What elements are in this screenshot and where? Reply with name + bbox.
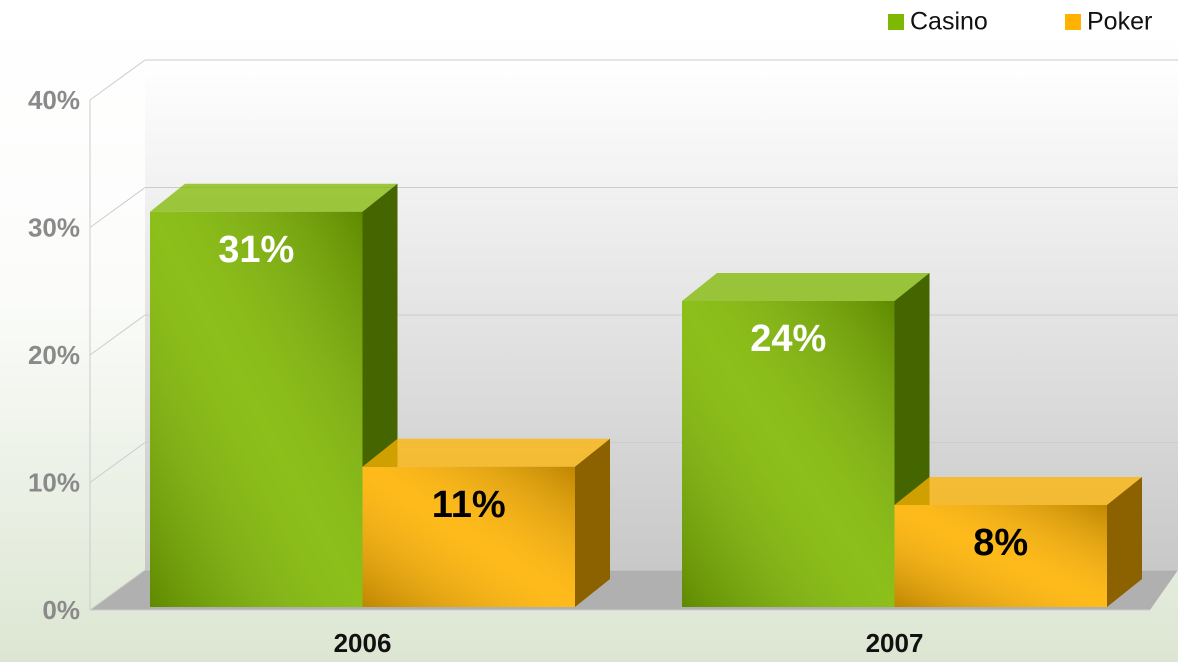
bar-top xyxy=(150,183,398,212)
bar-side xyxy=(1107,477,1142,607)
y-tick-label: 20% xyxy=(28,340,80,370)
legend-swatch xyxy=(888,14,904,30)
x-tick-label: 2007 xyxy=(866,628,924,658)
legend-label: Casino xyxy=(910,8,988,36)
bar-shade xyxy=(894,505,1107,607)
y-tick-label: 0% xyxy=(42,595,80,625)
bar-shade xyxy=(362,466,575,607)
grid-line xyxy=(89,59,146,101)
data-label: 11% xyxy=(432,484,506,526)
y-tick-label: 30% xyxy=(28,212,80,242)
data-label: 31% xyxy=(218,229,294,271)
legend-swatch xyxy=(1065,14,1081,30)
x-tick-label: 2006 xyxy=(334,628,392,658)
bar-top xyxy=(894,477,1142,505)
data-label: 24% xyxy=(750,318,826,360)
grid-line xyxy=(89,314,146,356)
bar-top xyxy=(682,273,930,301)
bar-side xyxy=(575,438,610,607)
data-label: 8% xyxy=(973,522,1028,564)
grid-line xyxy=(89,569,146,611)
grid-line xyxy=(89,442,146,483)
y-tick-label: 10% xyxy=(28,467,80,497)
y-tick-label: 40% xyxy=(28,85,80,115)
bar-top xyxy=(362,438,610,467)
bar-side-shade xyxy=(1107,477,1142,607)
grid-line xyxy=(89,187,146,228)
bar-shade xyxy=(682,301,895,607)
bar-shade xyxy=(150,211,363,607)
legend-label: Poker xyxy=(1087,8,1152,36)
bar-side-shade xyxy=(575,438,610,607)
